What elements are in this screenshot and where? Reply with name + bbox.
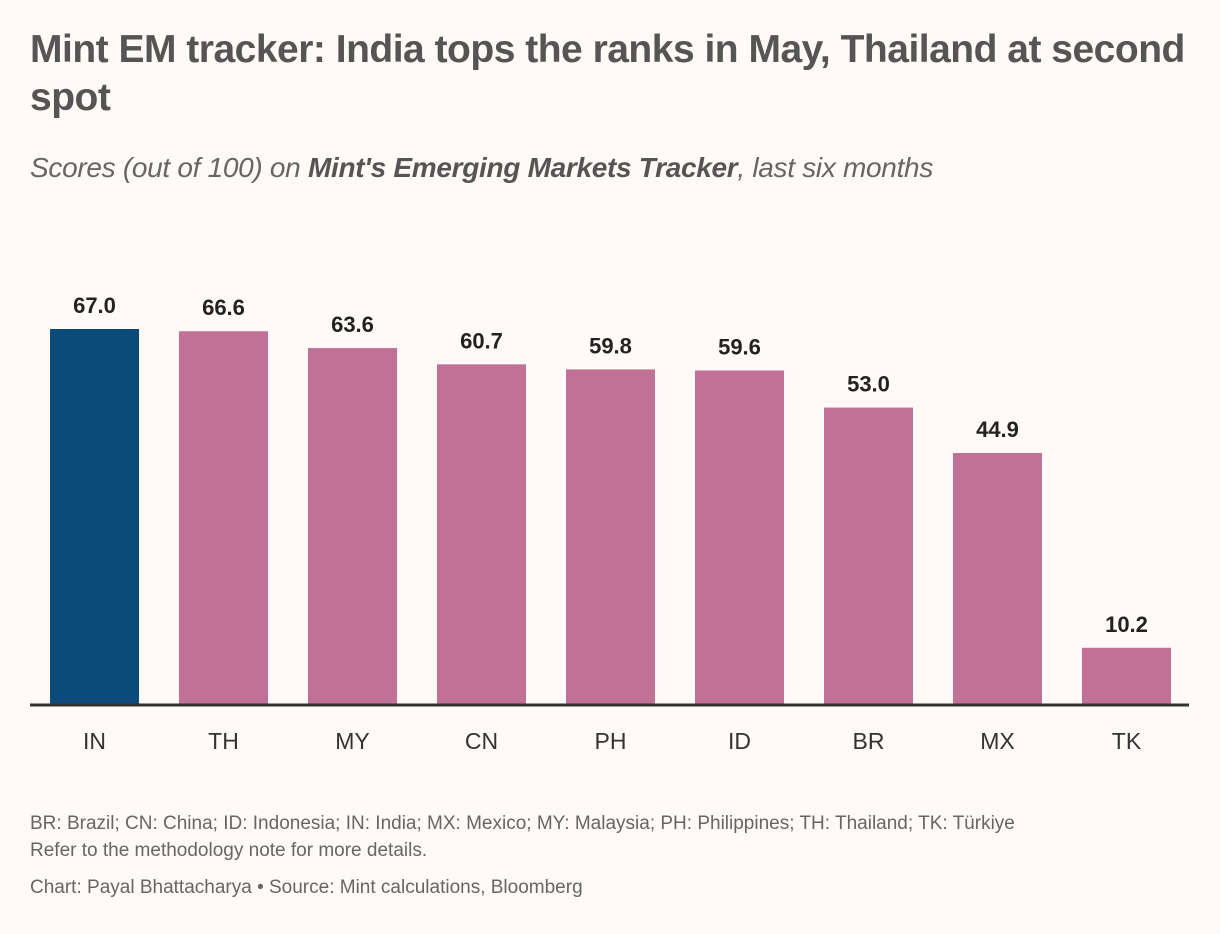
abbreviation-legend-note: BR: Brazil; CN: China; ID: Indonesia; IN…: [30, 813, 1015, 834]
subtitle-tracker-name: Mint's Emerging Markets Tracker: [307, 152, 738, 183]
bar-ph: [566, 369, 655, 705]
value-label-tk: 10.2: [1105, 612, 1148, 637]
value-label-in: 67.0: [73, 293, 116, 318]
x-tick-label-tk: TK: [1112, 728, 1142, 754]
chart-credit: Chart: Payal Bhattacharya • Source: Mint…: [30, 877, 583, 898]
bars-group: [50, 329, 1171, 705]
value-label-id: 59.6: [718, 335, 761, 360]
bar-my: [308, 348, 397, 705]
value-label-br: 53.0: [847, 372, 890, 397]
x-tick-label-th: TH: [208, 728, 239, 754]
bar-th: [179, 331, 268, 705]
subtitle-text-start: Scores (out of 100) on: [30, 152, 308, 183]
bar-in: [50, 329, 139, 705]
bar-chart: 67.0 66.6 63.6 60.7 59.8 59.6 53.0 44.9 10.2 IN T…: [30, 293, 1189, 754]
chart-subtitle: Scores (out of 100) on Mint's Emerging M…: [30, 150, 1200, 186]
value-label-th: 66.6: [202, 295, 245, 320]
value-labels-group: 67.0 66.6 63.6 60.7 59.8 59.6 53.0 44.9 10.2: [73, 293, 1148, 637]
x-tick-label-id: ID: [728, 728, 751, 754]
subtitle-text-end: , last six months: [737, 152, 934, 183]
chart-title: Mint EM tracker: India tops the ranks in…: [30, 28, 1185, 119]
value-label-my: 63.6: [331, 312, 374, 337]
x-tick-label-br: BR: [853, 728, 885, 754]
x-tick-labels-group: IN TH MY CN PH ID BR MX TK: [83, 728, 1142, 754]
bar-br: [824, 407, 913, 705]
methodology-note: Refer to the methodology note for more d…: [30, 840, 428, 861]
bar-tk: [1082, 647, 1171, 705]
x-tick-label-mx: MX: [980, 728, 1015, 754]
bar-id: [695, 370, 784, 705]
value-label-ph: 59.8: [589, 333, 632, 358]
value-label-mx: 44.9: [976, 417, 1019, 442]
x-tick-label-in: IN: [83, 728, 106, 754]
x-tick-label-cn: CN: [465, 728, 498, 754]
bar-cn: [437, 364, 526, 705]
x-tick-label-my: MY: [335, 728, 370, 754]
x-tick-label-ph: PH: [595, 728, 627, 754]
bar-mx: [953, 453, 1042, 705]
value-label-cn: 60.7: [460, 328, 503, 353]
chart-notes: BR: Brazil; CN: China; ID: Indonesia; IN…: [30, 810, 1200, 864]
